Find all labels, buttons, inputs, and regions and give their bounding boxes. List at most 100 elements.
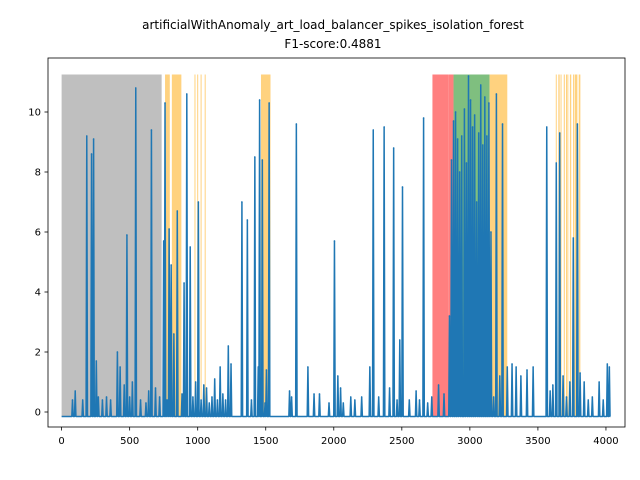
data-point-44 (216, 399, 219, 401)
anomaly-region-orange-4 (489, 74, 508, 417)
data-point-30 (176, 210, 179, 212)
data-point-114 (499, 375, 501, 377)
data-point-48 (227, 345, 230, 347)
data-point-77 (383, 126, 385, 128)
y-tick-label: 4 (35, 288, 41, 299)
data-point-0 (71, 399, 74, 401)
data-point-43 (213, 378, 216, 380)
data-point-121 (532, 366, 534, 368)
x-tick-label: 0 (58, 436, 64, 447)
data-point-22 (154, 387, 157, 389)
data-point-86 (422, 117, 425, 119)
data-point-107 (481, 144, 484, 146)
data-point-21 (150, 129, 153, 131)
data-point-60 (288, 390, 291, 392)
y-axis: 0 2 4 6 8 10 (28, 108, 48, 419)
data-point-97 (460, 135, 463, 137)
data-point-31 (181, 393, 183, 395)
y-tick-label: 6 (35, 228, 41, 239)
data-point-112 (492, 396, 495, 398)
anomaly-region-orange-10 (569, 74, 572, 417)
data-point-130 (572, 237, 575, 239)
data-point-135 (591, 396, 594, 398)
data-point-23 (158, 396, 161, 398)
x-tick-label: 3500 (525, 436, 550, 447)
data-point-59 (268, 102, 270, 104)
data-point-99 (465, 162, 468, 164)
anomaly-region-red-1 (432, 74, 449, 417)
anomaly-region-orange-5 (165, 74, 170, 417)
data-point-139 (608, 366, 611, 368)
data-point-61 (290, 396, 293, 398)
x-tick-label: 2000 (321, 436, 346, 447)
data-point-7 (97, 396, 100, 398)
data-point-40 (205, 387, 208, 389)
data-point-95 (456, 138, 459, 140)
series-line (61, 75, 611, 418)
data-point-84 (415, 390, 417, 392)
data-point-115 (501, 123, 504, 125)
anomaly-region-orange-12 (578, 74, 581, 417)
data-point-57 (264, 402, 266, 404)
data-point-53 (254, 156, 256, 158)
data-point-24 (162, 240, 165, 242)
data-point-12 (119, 366, 121, 368)
data-point-1 (74, 390, 77, 392)
data-point-54 (257, 366, 260, 368)
data-point-120 (526, 369, 528, 371)
data-point-56 (261, 159, 264, 161)
data-point-8 (101, 399, 104, 401)
data-point-14 (126, 234, 128, 236)
series-layer (61, 75, 611, 418)
data-point-4 (90, 153, 93, 155)
data-point-100 (467, 75, 470, 77)
data-point-19 (145, 402, 147, 404)
data-point-58 (265, 369, 268, 371)
x-tick-label: 4000 (593, 436, 618, 447)
data-point-71 (349, 396, 352, 398)
anomaly-region-orange-9 (563, 74, 565, 417)
data-point-52 (250, 399, 253, 401)
data-point-16 (131, 381, 134, 383)
data-point-137 (602, 399, 605, 401)
data-point-66 (328, 402, 330, 404)
data-point-87 (426, 402, 429, 404)
data-point-108 (484, 96, 486, 98)
data-point-116 (506, 366, 509, 368)
data-point-26 (166, 399, 168, 401)
data-point-126 (558, 132, 561, 134)
data-point-29 (173, 333, 175, 335)
data-point-25 (164, 102, 166, 104)
x-axis: 0 500 1000 1500 2000 2500 3000 3500 4000 (58, 427, 619, 447)
data-point-72 (354, 399, 356, 401)
data-point-67 (333, 240, 336, 242)
data-point-80 (396, 399, 398, 401)
y-tick-label: 8 (35, 168, 41, 179)
data-point-2 (81, 399, 84, 401)
data-point-134 (587, 399, 590, 401)
data-point-104 (475, 201, 478, 203)
anomaly-region-gray-0 (61, 74, 162, 417)
data-point-106 (479, 84, 482, 86)
data-point-73 (360, 396, 363, 398)
data-point-62 (295, 123, 298, 125)
data-point-49 (230, 363, 232, 365)
data-point-81 (398, 339, 401, 341)
data-point-46 (222, 393, 224, 395)
data-point-34 (189, 246, 192, 248)
data-point-91 (448, 315, 451, 317)
data-point-50 (241, 201, 243, 203)
data-point-85 (418, 399, 421, 401)
data-point-76 (377, 396, 380, 398)
data-point-75 (372, 129, 375, 131)
data-point-122 (545, 126, 548, 128)
data-point-78 (388, 387, 391, 389)
data-point-124 (552, 384, 554, 386)
data-point-39 (203, 384, 205, 386)
data-point-89 (437, 384, 440, 386)
data-point-36 (194, 381, 197, 383)
data-point-92 (450, 159, 453, 161)
chart-title: artificialWithAnomaly_art_load_balancer_… (142, 18, 524, 32)
